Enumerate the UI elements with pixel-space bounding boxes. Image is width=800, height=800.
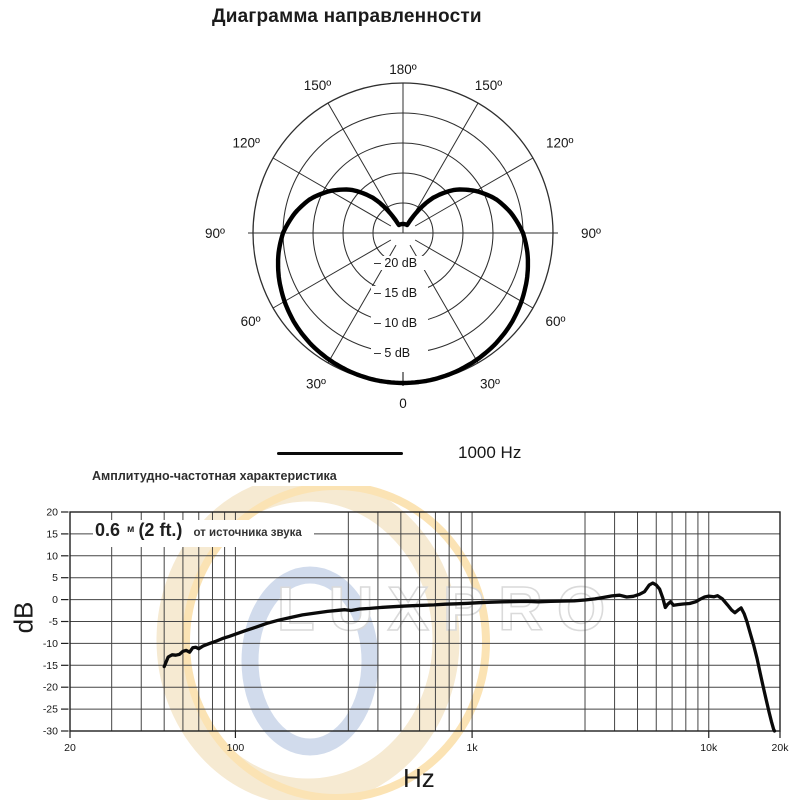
watermark-blue-ring [241, 566, 379, 756]
x-tick-label-100: 100 [227, 742, 245, 754]
frequency-chart-title: Амплитудно-частотная характеристика [92, 469, 337, 483]
polar-ring-label-mask [371, 256, 428, 270]
x-tick-label-1k: 1k [467, 742, 479, 754]
x-tick-label-20k: 20k [772, 742, 790, 754]
polar-ring-label-mask [371, 316, 428, 330]
polar-chart-title: Диаграмма направленности [212, 6, 482, 27]
y-tick-label-0: 0 [52, 594, 58, 606]
polar-ring-label-mask [371, 286, 428, 300]
x-tick-label-20: 20 [64, 742, 76, 754]
polar-angle-label-150-right: 150º [475, 78, 503, 93]
y-tick-label--25: -25 [43, 704, 58, 716]
legend-label: 1000 Hz [458, 443, 522, 462]
x-axis-title: Hz [403, 763, 435, 793]
watermark: LUXPRO [156, 486, 619, 800]
y-tick-label-10: 10 [46, 550, 58, 562]
polar-angle-label-90-right: 90º [581, 226, 601, 241]
polar-angle-label-120-left: 120º [233, 136, 261, 151]
annotation-distance-unit: м [127, 524, 135, 535]
freq-plot-border [69, 511, 781, 732]
polar-angle-label-0-right: 0 [399, 396, 407, 411]
polar-ring-label-mask [371, 346, 428, 360]
watermark-text: LUXPRO [277, 575, 619, 644]
measurement-distance-annotation: 0.6 м (2 ft.) от источника звука [93, 520, 314, 547]
polar-angle-label-180-right: 180º [389, 62, 417, 77]
polar-ring-label--15db: – 15 dB [374, 286, 417, 300]
y-tick-label-5: 5 [52, 572, 58, 584]
polar-radial-line-150 [409, 102, 479, 222]
polar-angle-label-90-left: 90º [205, 226, 225, 241]
polar-radial-line-60 [272, 239, 392, 309]
y-axis-title: dB [8, 601, 39, 634]
legend-line-swatch [277, 452, 403, 456]
polar-ring-label--20db: – 20 dB [374, 256, 417, 270]
y-tick-label--30: -30 [43, 726, 58, 738]
y-tick-label-15: 15 [46, 528, 58, 540]
y-tick-label--15: -15 [43, 660, 58, 672]
polar-radial-line-150 [327, 102, 397, 222]
polar-angle-label-120-right: 120º [546, 136, 574, 151]
x-tick-label-10k: 10k [700, 742, 718, 754]
y-tick-label--20: -20 [43, 682, 58, 694]
polar-angle-label-30-right: 30º [480, 377, 500, 392]
y-tick-label--5: -5 [49, 616, 58, 628]
polar-radial-line-60 [414, 239, 534, 309]
polar-pattern-chart: – 20 dB – 15 dB – 10 dB – 5 dB 180º 150º 150º 1… [205, 62, 601, 411]
y-tick-label-20: 20 [46, 507, 58, 519]
polar-angle-label-60-left: 60º [241, 314, 261, 329]
annotation-distance-value: 0.6 [95, 520, 121, 540]
y-tick-label--10: -10 [43, 638, 58, 650]
annotation-distance-imperial: (2 ft.) [138, 520, 183, 540]
polar-angle-label-60-right: 60º [545, 314, 565, 329]
polar-ring-label--5db: – 5 dB [374, 346, 410, 360]
polar-ring-label--10db: – 10 dB [374, 316, 417, 330]
cardioid-pattern-curve [275, 187, 531, 386]
frequency-response-curve [162, 581, 777, 733]
watermark-yellow-ring [182, 486, 490, 800]
polar-angle-label-150-left: 150º [304, 78, 332, 93]
frequency-response-chart: LUXPRO 20 15 10 5 0 -5 -10 -15 -20 -25 -30 20 100 1k 10… [43, 486, 790, 800]
annotation-note: от источника звука [193, 527, 302, 539]
polar-angle-label-30-left: 30º [306, 377, 326, 392]
